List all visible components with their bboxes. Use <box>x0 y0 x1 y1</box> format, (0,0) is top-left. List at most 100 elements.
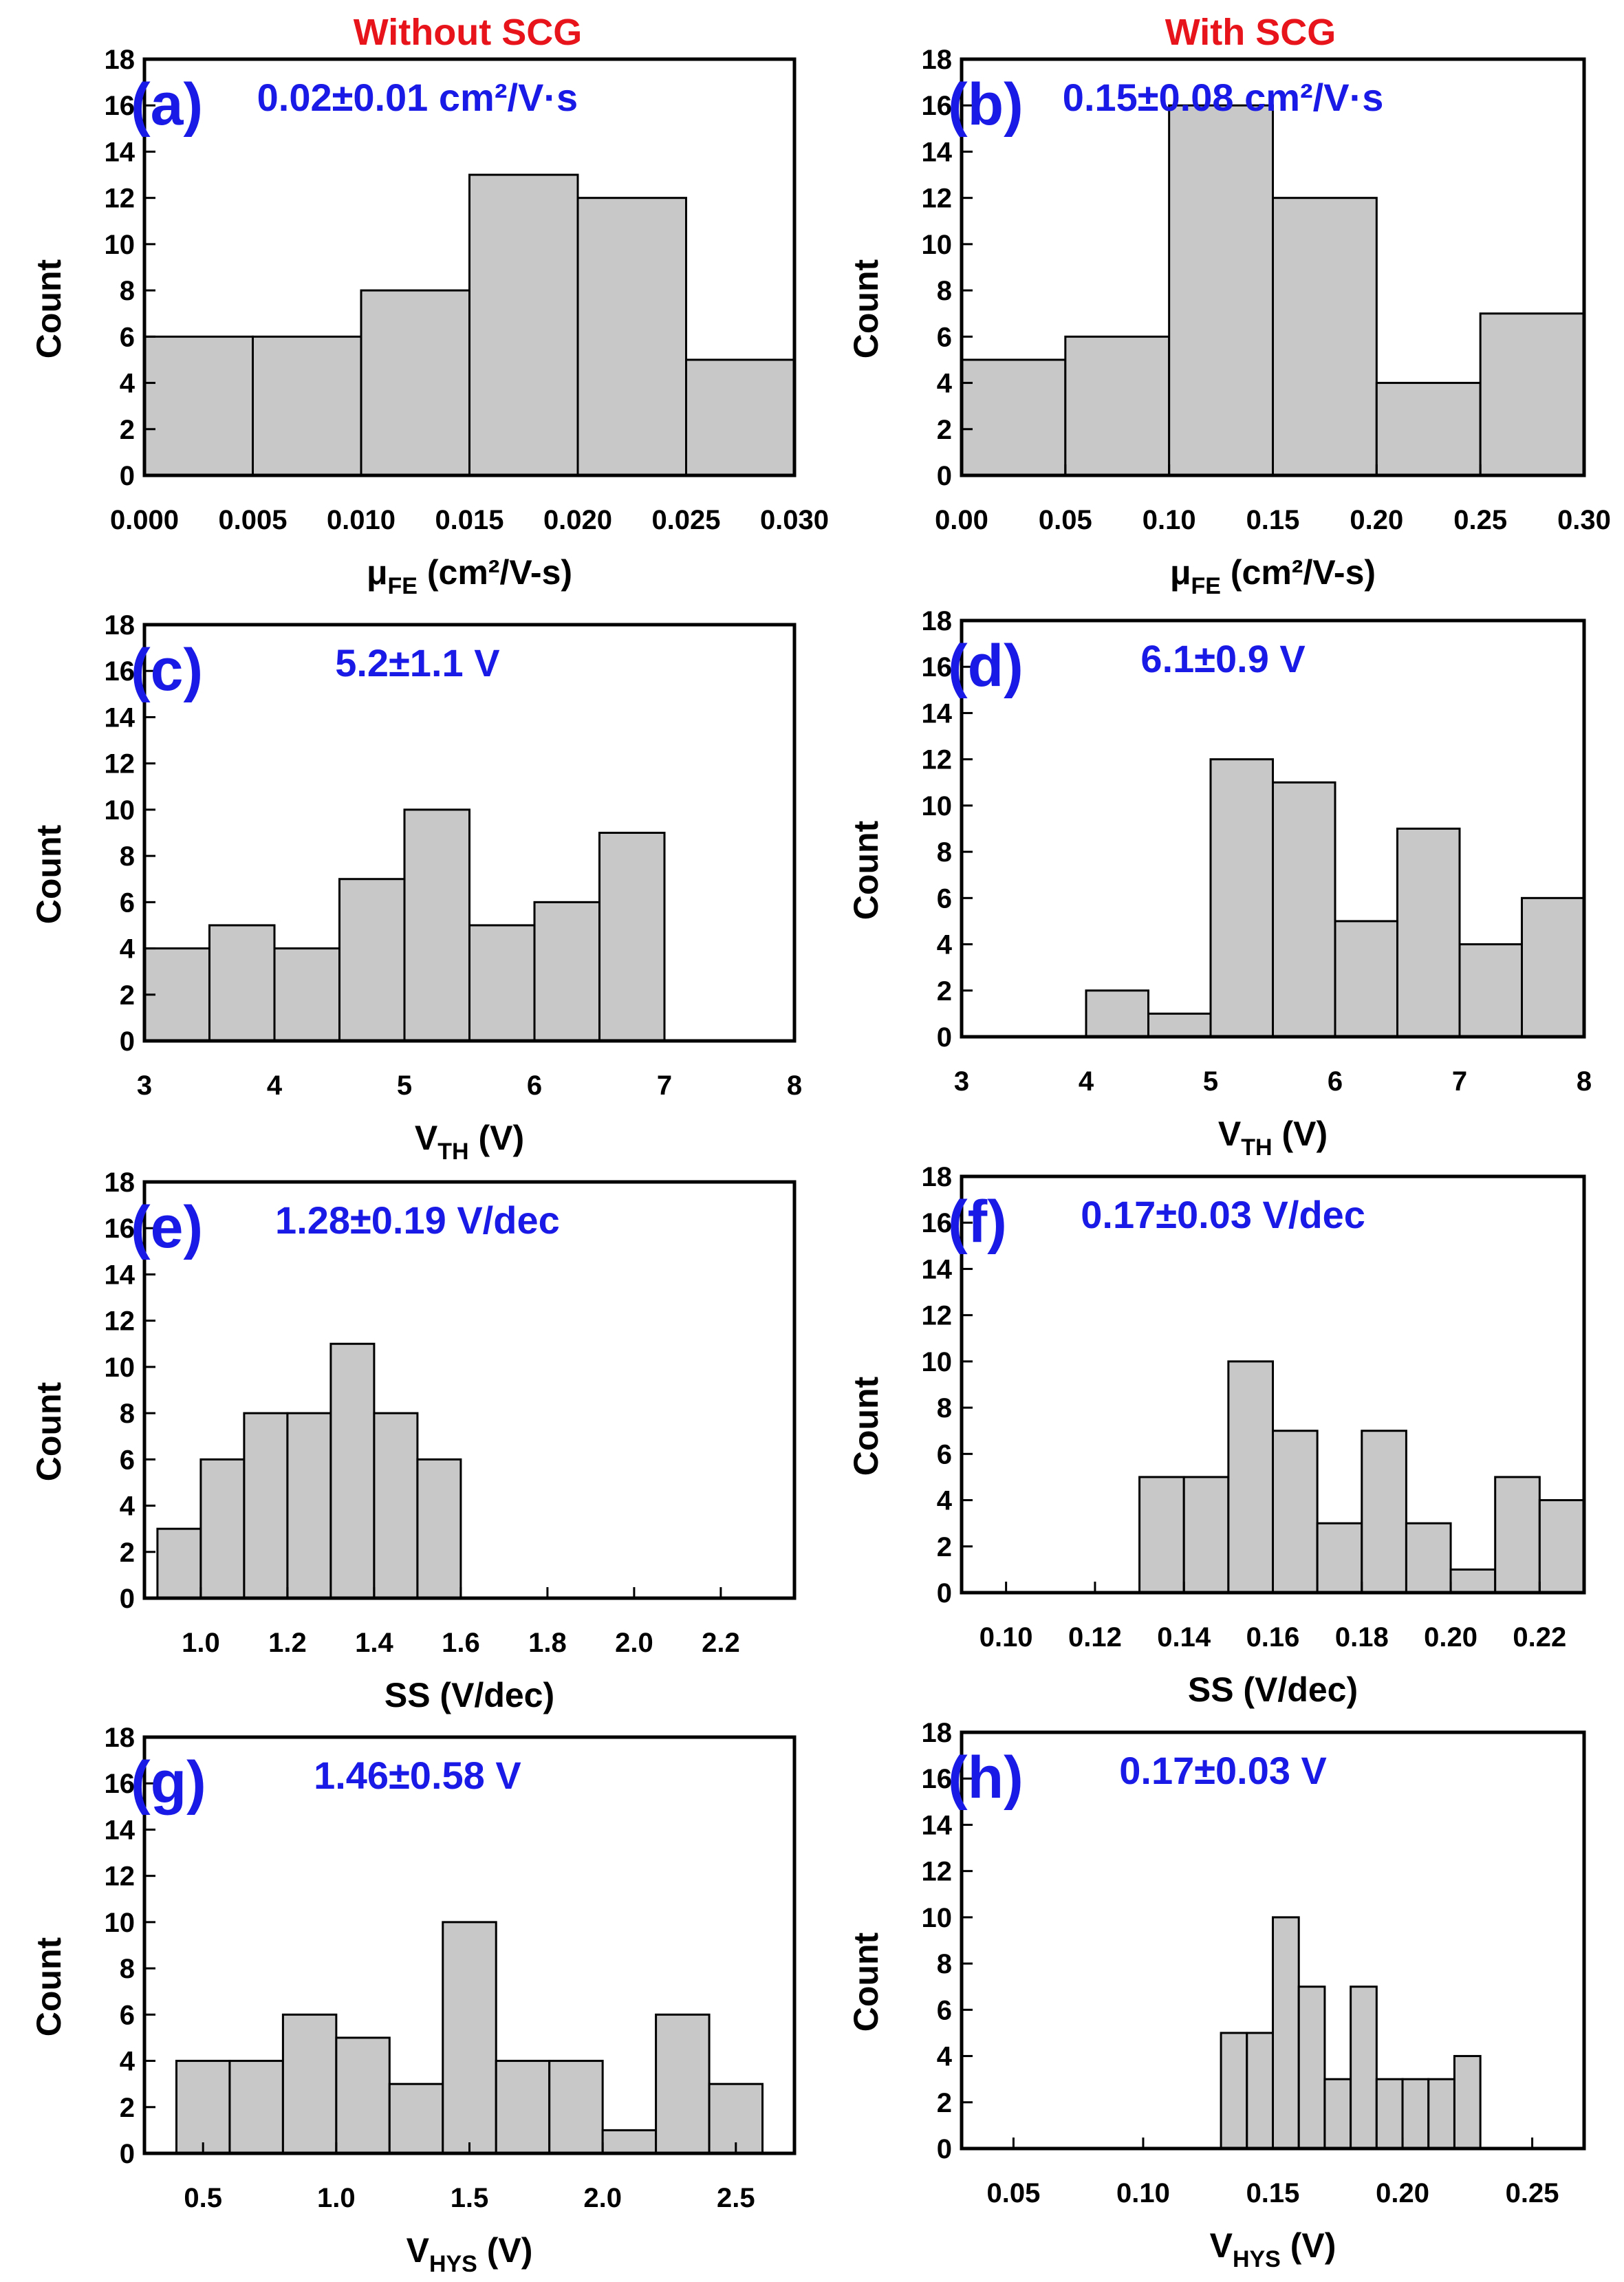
y-tick-label: 18 <box>105 45 136 75</box>
histogram-bar <box>1350 1985 1378 2150</box>
x-tick-label: 5 <box>397 1070 412 1101</box>
y-tick-label: 10 <box>105 1353 136 1383</box>
x-tick-label: 3 <box>137 1070 152 1101</box>
x-tick-label: 0.12 <box>1068 1622 1122 1653</box>
y-tick-label: 2 <box>120 415 135 445</box>
y-tick-label: 14 <box>922 137 953 167</box>
y-tick-label: 0 <box>120 461 135 491</box>
y-tick-label: 8 <box>120 1399 135 1429</box>
y-tick-label: 10 <box>922 230 953 260</box>
x-tick-label: 0.00 <box>935 505 988 535</box>
y-tick-label: 2 <box>120 980 135 1011</box>
x-axis-label: SS (V/dec) <box>385 1676 554 1714</box>
histogram-bar <box>1334 920 1398 1038</box>
y-tick-label: 6 <box>120 1445 135 1475</box>
x-tick-label: 2.5 <box>717 2183 755 2213</box>
histogram-bar <box>1396 828 1461 1038</box>
y-tick-label: 16 <box>922 1764 953 1794</box>
histogram-bar <box>143 335 254 477</box>
x-tick-label: 2.2 <box>702 1628 740 1658</box>
x-tick-label: 0.000 <box>110 505 179 535</box>
histogram-bar <box>1458 943 1523 1038</box>
x-tick-label: 4 <box>267 1070 283 1101</box>
x-tick-label: 0.15 <box>1246 505 1300 535</box>
histogram-bar <box>533 901 600 1042</box>
panel-b: 0 2 4 6 8 10 12 14 16 18 0.00 0.05 0.10 0.15 0.20 0.25 0… <box>847 45 1611 599</box>
panel-f: 0 2 4 6 8 10 12 14 16 18 0.10 0.12 0.14 0.16 0.18 0.20 0… <box>847 1162 1586 1709</box>
x-tick-label: 0.10 <box>979 1622 1033 1653</box>
y-tick-label: 14 <box>105 1260 136 1290</box>
y-tick-label: 2 <box>937 976 952 1007</box>
histogram-bar <box>655 2013 711 2155</box>
histogram-bar <box>1272 197 1378 477</box>
x-axis-label: μFE (cm²/V-s) <box>367 553 572 599</box>
x-tick-label: 0.16 <box>1246 1622 1300 1653</box>
x-tick-label: 0.30 <box>1557 505 1611 535</box>
y-tick-label: 8 <box>120 841 135 872</box>
panel-label: (e) <box>131 1194 203 1260</box>
y-tick-label: 4 <box>937 1486 953 1516</box>
panel-a: 0 2 4 6 8 10 12 14 16 18 0.000 0.005 0.010 0.015 0.020… <box>30 45 829 599</box>
histogram-bar <box>156 1527 202 1600</box>
y-tick-label: 4 <box>937 369 953 399</box>
histogram-bar <box>243 1412 289 1600</box>
x-tick-label: 0.10 <box>1143 505 1196 535</box>
y-axis-label: Count <box>847 259 885 358</box>
y-tick-label: 18 <box>922 606 953 636</box>
stat-annotation: 0.15±0.08 cm²/V·s <box>1063 76 1384 119</box>
y-tick-label: 12 <box>105 749 136 779</box>
x-tick-label: 0.05 <box>1039 505 1092 535</box>
y-tick-label: 4 <box>120 1492 136 1522</box>
y-tick-label: 6 <box>937 883 952 914</box>
y-tick-label: 0 <box>120 1584 135 1614</box>
y-tick-label: 4 <box>937 930 953 960</box>
y-tick-label: 0 <box>937 461 952 491</box>
y-tick-label: 6 <box>120 887 135 918</box>
histogram-bar <box>1316 1522 1363 1594</box>
x-tick-label: 0.005 <box>218 505 287 535</box>
panel-label: (g) <box>131 1750 206 1816</box>
x-tick-label: 0.14 <box>1157 1622 1211 1653</box>
x-tick-label: 8 <box>1577 1066 1592 1097</box>
plot-frame <box>142 623 797 1043</box>
y-tick-label: 0 <box>937 2134 952 2164</box>
panel-label: (f) <box>948 1189 1007 1255</box>
histogram-bar <box>1168 104 1274 477</box>
histogram-bar <box>1479 312 1585 477</box>
plot-frame <box>142 1180 797 1600</box>
y-tick-label: 10 <box>922 1903 953 1933</box>
panel-g: 0 2 4 6 8 10 12 14 16 18 0.5 1.0 1.5 2.0 2.5 Count VHYS … <box>30 1723 797 2277</box>
histogram-bar <box>598 832 666 1042</box>
histogram-bar <box>360 289 470 477</box>
histogram-bar <box>548 2060 604 2155</box>
y-axis-label: Count <box>847 1376 885 1476</box>
histogram-bar <box>576 197 687 477</box>
histogram-bar <box>1401 2078 1430 2150</box>
y-tick-label: 8 <box>937 1393 952 1423</box>
histogram-bar <box>1272 1916 1300 2150</box>
x-tick-label: 0.18 <box>1335 1622 1389 1653</box>
x-tick-label: 0.10 <box>1116 2178 1170 2208</box>
histogram-bar <box>273 947 340 1042</box>
histogram-bar <box>1209 758 1274 1038</box>
y-tick-label: 8 <box>937 276 952 306</box>
histogram-bar <box>1375 382 1482 477</box>
stat-annotation: 1.28±0.19 V/dec <box>275 1198 560 1242</box>
histogram-bar <box>1521 896 1585 1038</box>
histogram-bar <box>495 2060 551 2155</box>
y-tick-label: 6 <box>120 322 135 352</box>
y-tick-label: 8 <box>937 1949 952 1979</box>
y-tick-label: 4 <box>937 2042 953 2072</box>
y-axis-label: Count <box>30 1381 68 1481</box>
y-tick-label: 18 <box>105 610 136 641</box>
y-tick-label: 10 <box>922 1347 953 1377</box>
y-tick-label: 0 <box>937 1022 952 1053</box>
histogram-bar <box>1494 1476 1541 1594</box>
x-tick-label: 0.20 <box>1350 505 1403 535</box>
y-tick-label: 18 <box>105 1723 136 1753</box>
x-axis-label: μFE (cm²/V-s) <box>1170 553 1376 599</box>
histogram-bar <box>1375 2078 1404 2150</box>
x-axis-label: VHYS (V) <box>407 2231 533 2277</box>
stat-annotation: 5.2±1.1 V <box>335 641 499 685</box>
histogram-bar <box>442 1921 497 2155</box>
